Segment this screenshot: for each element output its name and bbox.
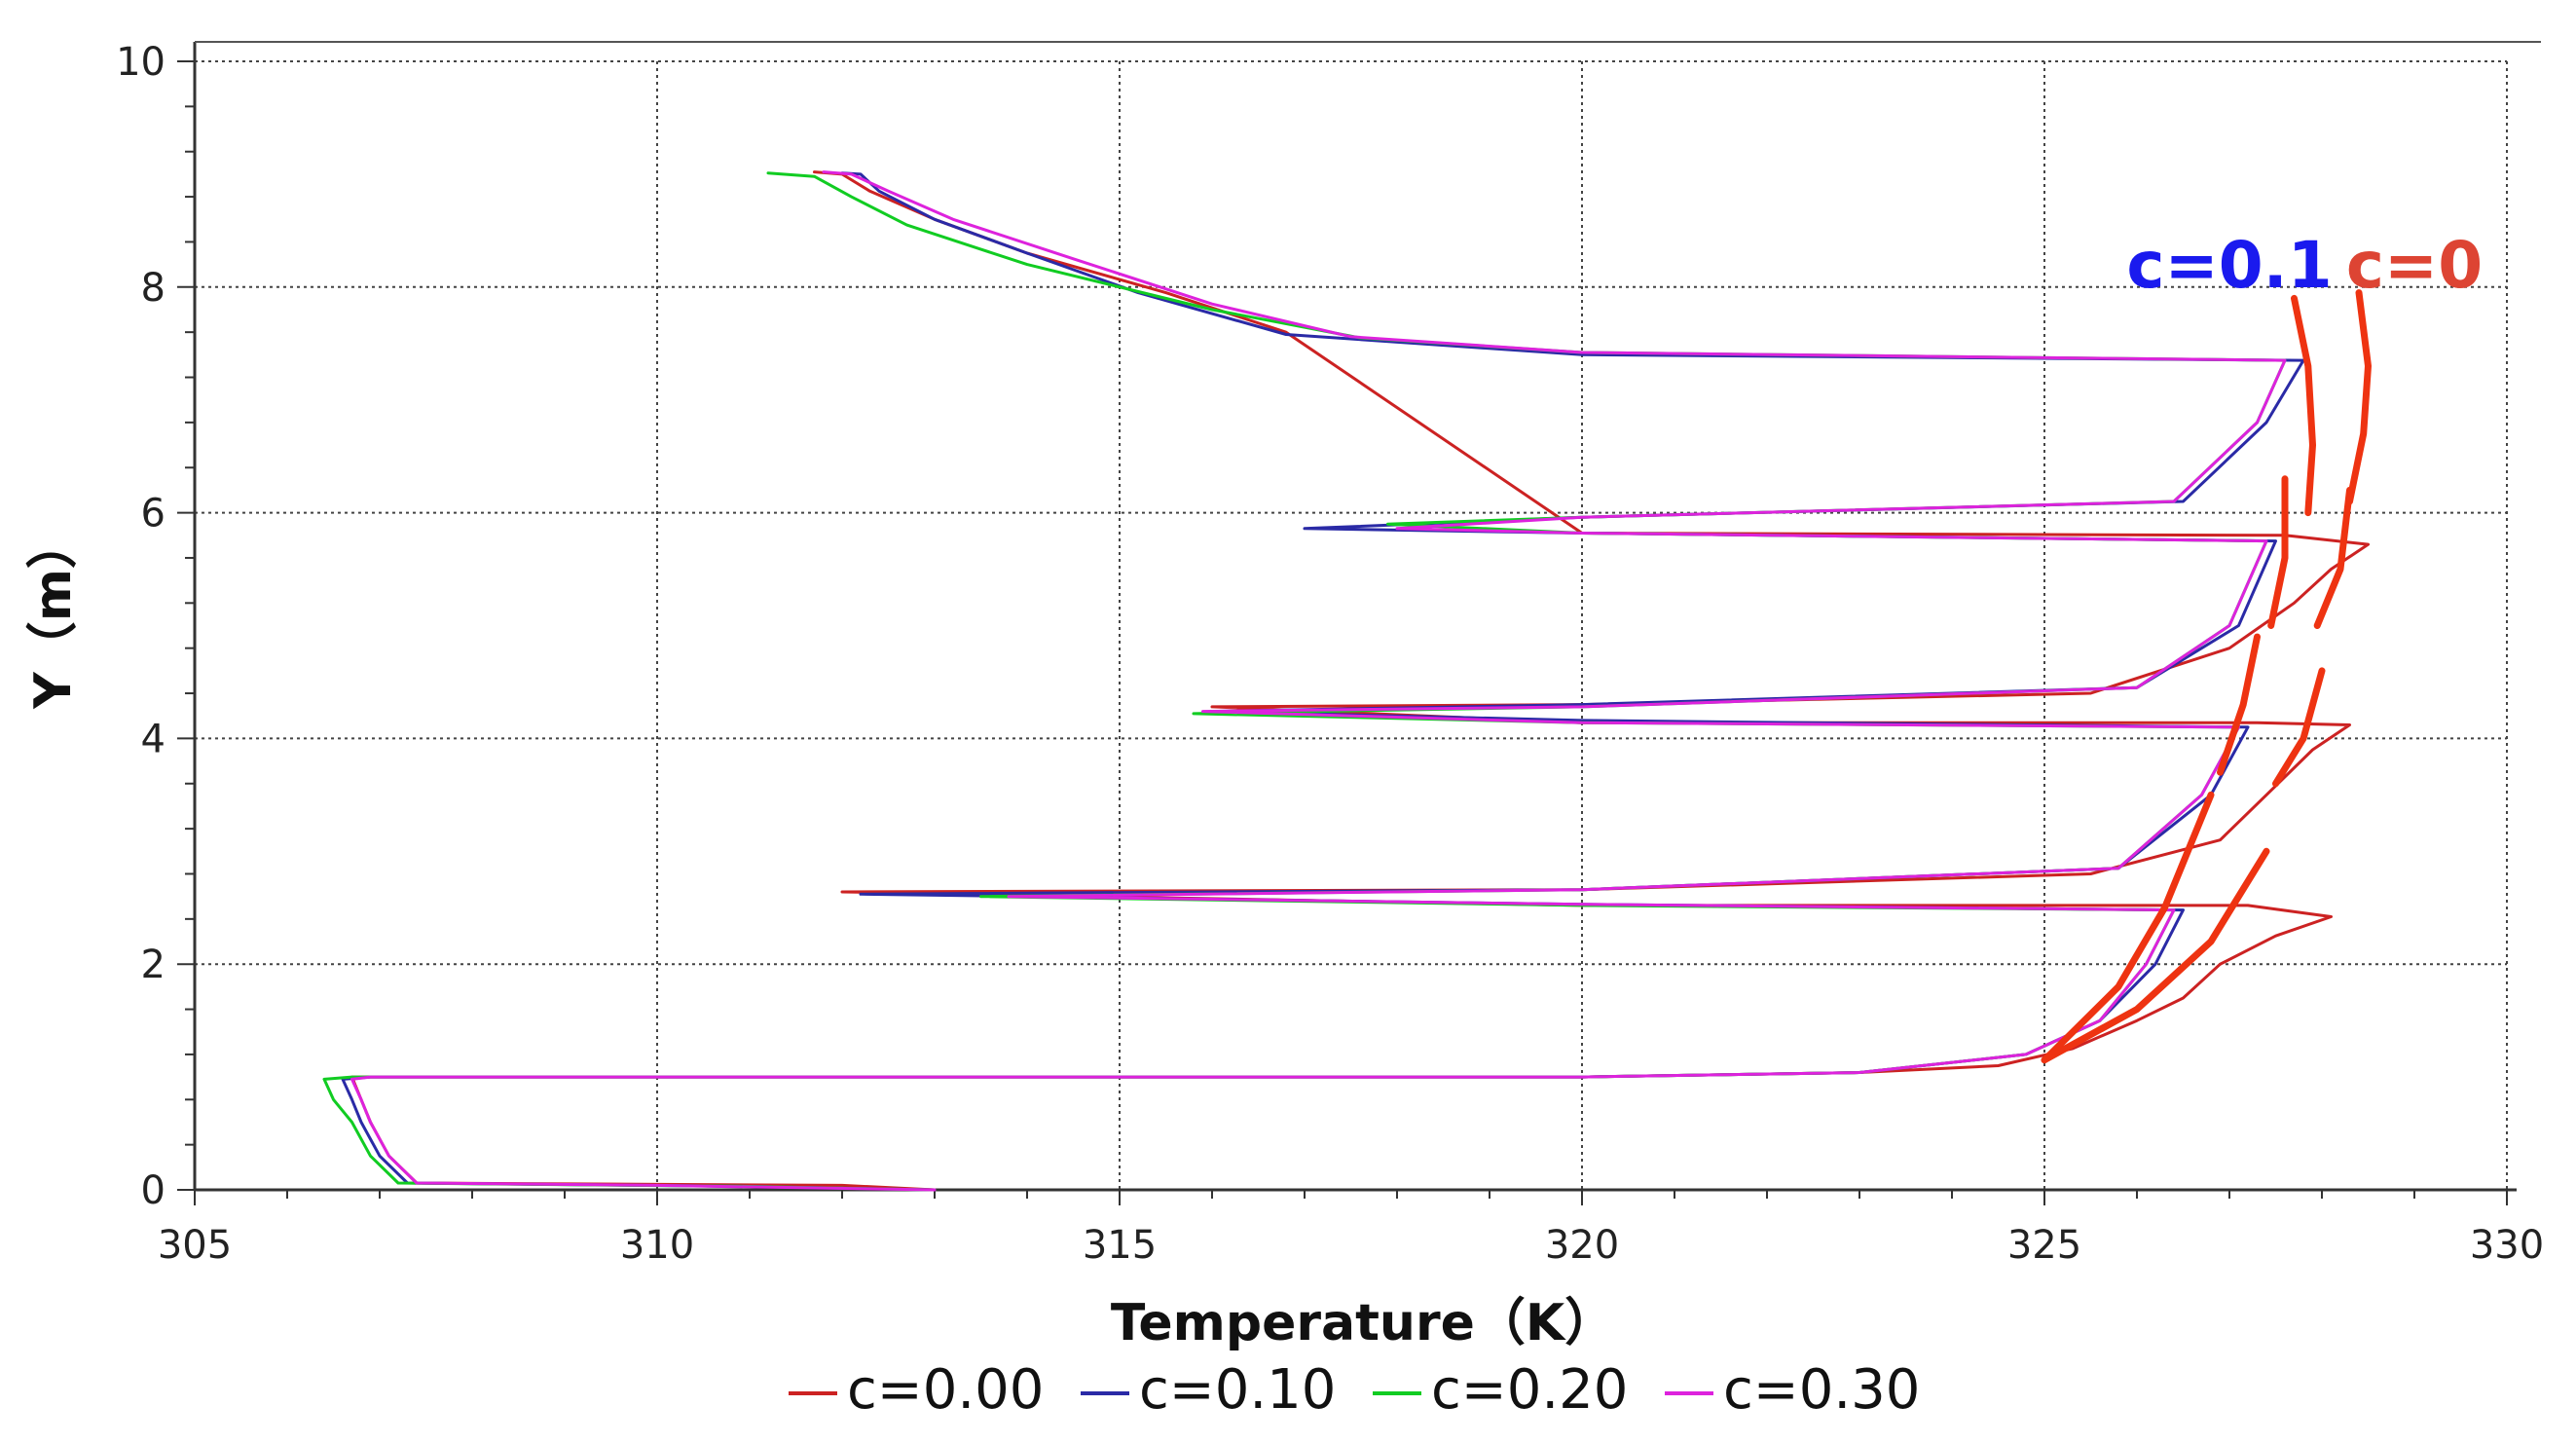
y-tick-labels: 0 2 4 6 8 10 [116, 40, 166, 1213]
legend-label: c=0.00 [847, 1358, 1044, 1422]
legend-label: c=0.30 [1723, 1358, 1920, 1422]
annotation-stroke [2346, 289, 2372, 505]
annotation-stroke [2041, 847, 2270, 1064]
x-tick-label: 325 [2007, 1223, 2081, 1268]
annotation-stroke [2291, 294, 2316, 517]
legend-label: c=0.20 [1431, 1358, 1628, 1422]
y-tick-label: 10 [116, 40, 166, 85]
annotation-strokes [2041, 289, 2372, 1064]
annotation-stroke [2217, 633, 2261, 776]
y-tick-label: 2 [141, 943, 166, 987]
y-tick-label: 6 [141, 492, 166, 536]
y-tick-label: 0 [141, 1168, 166, 1213]
x-tick-label: 320 [1545, 1223, 1619, 1268]
x-tick-label: 310 [620, 1223, 694, 1268]
series-lines [322, 170, 2370, 1192]
series-line-c-0-30 [350, 170, 2287, 1192]
axes [177, 41, 2541, 1205]
annotation-stroke [2272, 667, 2326, 788]
annotation-stroke [2041, 791, 2215, 1064]
annotation-labels: c=0.1 c=0 [2126, 228, 2483, 303]
annotation-label: c=0.1 [2126, 228, 2332, 303]
y-tick-label: 8 [141, 266, 166, 311]
legend: c=0.00 c=0.10 c=0.20 c=0.30 [789, 1358, 1920, 1422]
x-tick-label: 315 [1083, 1223, 1157, 1268]
y-tick-label: 4 [141, 717, 166, 761]
y-axis-title: Y（m） [24, 518, 83, 710]
x-axis-title: Temperature（K） [1111, 1294, 1615, 1352]
annotation-stroke [2313, 486, 2353, 629]
annotation-label: c=0 [2346, 228, 2483, 303]
x-tick-label: 305 [158, 1223, 232, 1268]
x-tick-labels: 305 310 315 320 325 330 [158, 1223, 2544, 1268]
x-tick-label: 330 [2470, 1223, 2544, 1268]
legend-label: c=0.10 [1139, 1358, 1336, 1422]
annotation-stroke [2267, 475, 2289, 629]
